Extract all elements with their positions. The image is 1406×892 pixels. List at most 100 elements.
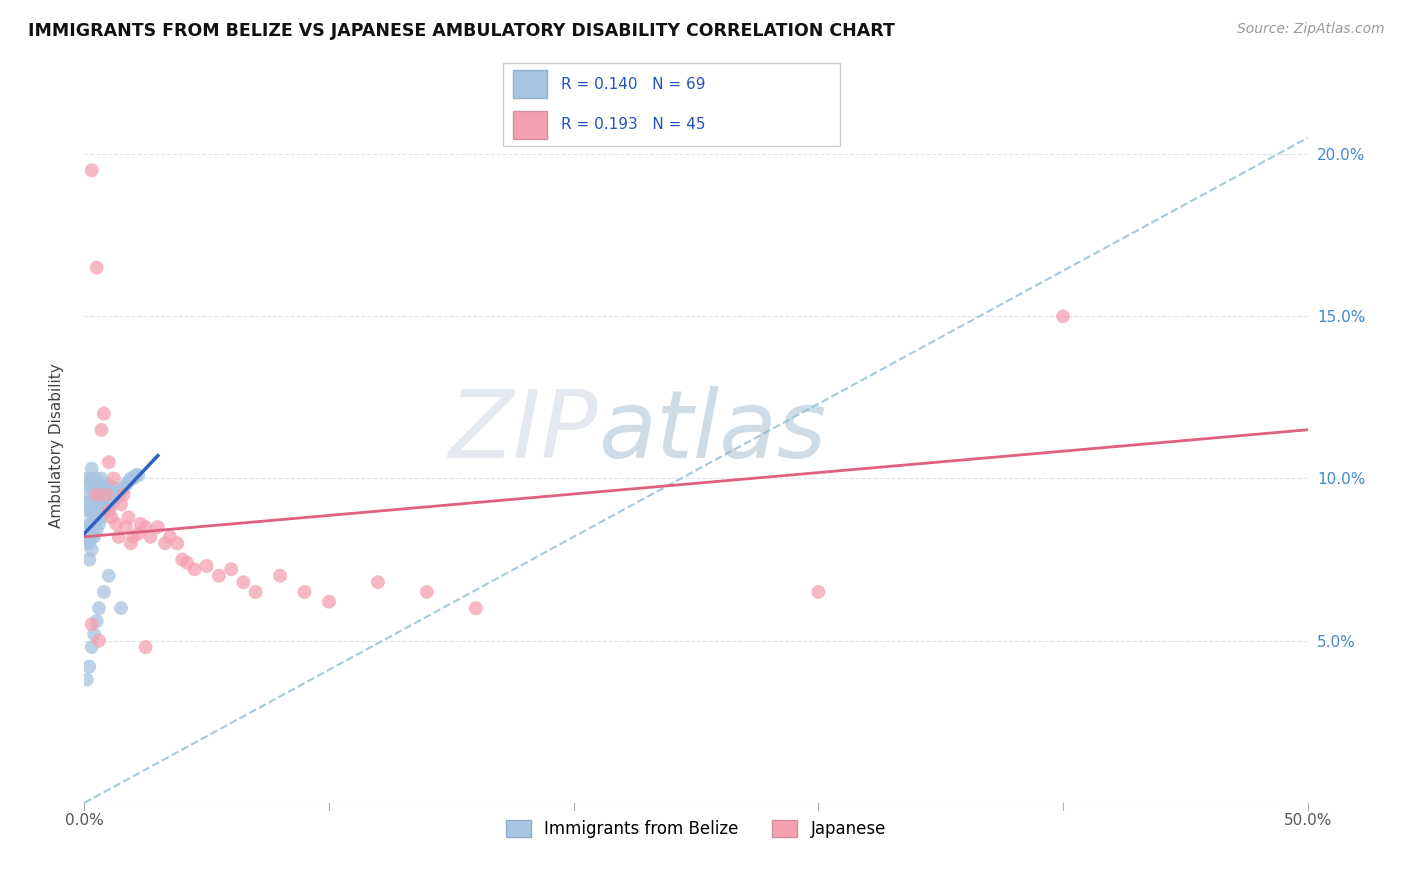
Point: [135, 640, 157, 654]
Point: [245, 585, 267, 599]
Point: [103, 494, 125, 508]
Point: [166, 536, 188, 550]
Point: [80, 461, 103, 475]
Point: [103, 481, 125, 495]
Point: [97, 478, 120, 492]
Y-axis label: Ambulatory Disability: Ambulatory Disability: [49, 364, 63, 528]
Point: [83, 478, 105, 492]
Point: [76, 536, 98, 550]
Point: [107, 488, 129, 502]
Point: [77, 504, 100, 518]
Point: [86, 497, 108, 511]
Point: [105, 491, 128, 505]
Point: [464, 601, 486, 615]
Point: [86, 484, 108, 499]
Text: atlas: atlas: [598, 386, 827, 477]
Point: [112, 488, 135, 502]
Point: [153, 536, 176, 550]
Point: [176, 556, 198, 570]
Point: [129, 516, 152, 531]
Point: [90, 484, 112, 499]
Point: [86, 488, 108, 502]
Point: [122, 530, 145, 544]
Point: [96, 497, 118, 511]
Point: [269, 568, 291, 582]
Point: [183, 562, 205, 576]
Point: [77, 552, 100, 566]
Point: [77, 530, 100, 544]
Point: [86, 510, 108, 524]
Point: [103, 471, 125, 485]
Point: [76, 504, 98, 518]
Point: [115, 520, 138, 534]
Point: [96, 488, 118, 502]
Point: [122, 471, 145, 485]
Point: [416, 585, 439, 599]
Point: [86, 260, 108, 275]
Point: [105, 516, 128, 531]
Point: [76, 520, 98, 534]
Legend: Immigrants from Belize, Japanese: Immigrants from Belize, Japanese: [499, 813, 893, 845]
Point: [80, 494, 103, 508]
Point: [97, 568, 120, 582]
Point: [110, 484, 132, 499]
Point: [125, 468, 148, 483]
FancyBboxPatch shape: [513, 111, 547, 139]
Point: [86, 614, 108, 628]
Point: [83, 516, 105, 531]
Point: [172, 552, 194, 566]
Point: [83, 491, 105, 505]
Point: [80, 504, 103, 518]
Point: [367, 575, 389, 590]
Point: [80, 640, 103, 654]
Text: Source: ZipAtlas.com: Source: ZipAtlas.com: [1237, 22, 1385, 37]
Point: [86, 471, 108, 485]
Point: [87, 601, 110, 615]
Point: [90, 471, 112, 485]
Point: [100, 510, 122, 524]
Point: [77, 516, 100, 531]
Point: [107, 530, 129, 544]
Point: [77, 536, 100, 550]
Point: [96, 484, 118, 499]
Point: [115, 478, 138, 492]
Point: [110, 497, 132, 511]
Point: [1052, 310, 1074, 324]
Point: [80, 471, 103, 485]
Point: [120, 536, 142, 550]
Point: [80, 530, 103, 544]
Point: [195, 559, 218, 574]
Point: [80, 481, 103, 495]
Point: [139, 530, 162, 544]
Point: [93, 504, 115, 518]
Point: [76, 488, 98, 502]
Point: [83, 627, 105, 641]
Point: [100, 484, 122, 499]
Point: [83, 530, 105, 544]
Point: [87, 516, 110, 531]
Point: [76, 673, 98, 687]
Point: [318, 595, 340, 609]
Text: R = 0.140   N = 69: R = 0.140 N = 69: [561, 77, 706, 92]
Point: [127, 468, 149, 483]
Point: [807, 585, 830, 599]
Point: [97, 491, 120, 505]
Point: [93, 491, 115, 505]
Point: [135, 520, 157, 534]
Point: [146, 520, 169, 534]
Point: [80, 617, 103, 632]
Point: [100, 497, 122, 511]
Point: [93, 478, 115, 492]
Point: [219, 562, 242, 576]
Point: [127, 526, 149, 541]
Point: [87, 478, 110, 492]
Point: [110, 601, 132, 615]
Point: [117, 475, 139, 489]
Point: [97, 455, 120, 469]
Point: [294, 585, 316, 599]
Text: ZIP: ZIP: [449, 386, 598, 477]
Point: [90, 423, 112, 437]
Point: [159, 530, 181, 544]
Point: [87, 504, 110, 518]
Point: [90, 510, 112, 524]
